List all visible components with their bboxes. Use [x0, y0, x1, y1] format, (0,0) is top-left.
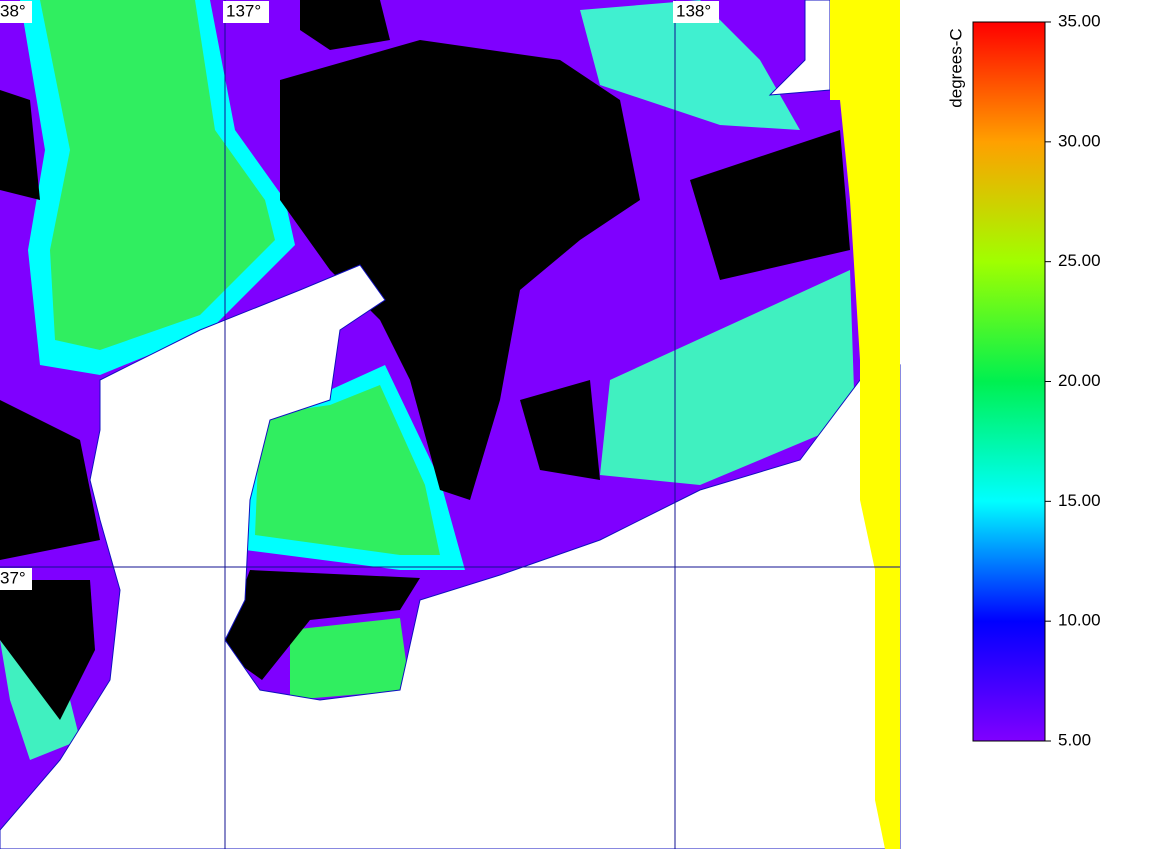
- no-data: [0, 400, 100, 560]
- label-box: [0, 1, 32, 23]
- label-box: [673, 1, 719, 23]
- no-data: [690, 130, 850, 280]
- sea-cyan: [600, 270, 855, 485]
- colorbar-tick-label: 10.00: [1058, 611, 1101, 630]
- land: [768, 0, 831, 96]
- lon-label: 138°: [676, 1, 711, 20]
- no-data: [280, 40, 640, 500]
- no-data: [220, 570, 420, 680]
- no-data: [0, 90, 40, 200]
- map: 38° 137° 138° 37°: [0, 0, 901, 850]
- colorbar-tick-label: 30.00: [1058, 131, 1101, 150]
- lon-label: 38°: [0, 1, 26, 20]
- colorbar-label: degrees-C: [946, 28, 965, 107]
- lon-label: 137°: [226, 1, 261, 20]
- colorbar-tick-label: 25.00: [1058, 251, 1101, 270]
- colorbar-tick-label: 15.00: [1058, 491, 1101, 510]
- colorbar: [972, 21, 1046, 742]
- sea-cyan: [580, 0, 800, 130]
- label-box: [223, 1, 269, 23]
- colorbar-tick-label: 35.00: [1058, 11, 1101, 30]
- colorbar-tick-label: 20.00: [1058, 371, 1101, 390]
- sea-warm: [290, 618, 410, 700]
- no-data: [300, 0, 390, 50]
- label-box: [0, 568, 32, 590]
- sea-warm: [255, 385, 440, 555]
- land-mask: [830, 0, 900, 849]
- colorbar-tick-label: 5.00: [1058, 730, 1091, 749]
- lat-label: 37°: [0, 568, 26, 587]
- no-data: [0, 580, 95, 720]
- no-data: [520, 380, 600, 480]
- sea-warm: [40, 0, 275, 350]
